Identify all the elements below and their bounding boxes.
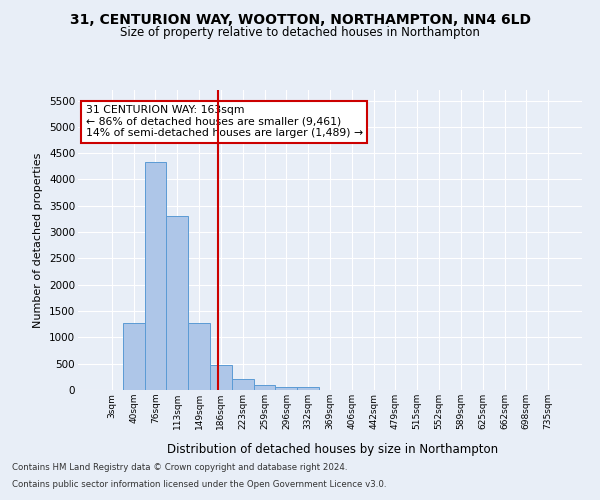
Y-axis label: Number of detached properties: Number of detached properties — [34, 152, 43, 328]
Text: Size of property relative to detached houses in Northampton: Size of property relative to detached ho… — [120, 26, 480, 39]
Bar — [123, 323, 145, 390]
Bar — [145, 162, 166, 390]
Text: 31, CENTURION WAY, WOOTTON, NORTHAMPTON, NN4 6LD: 31, CENTURION WAY, WOOTTON, NORTHAMPTON,… — [70, 12, 530, 26]
Bar — [166, 216, 188, 390]
Text: 31 CENTURION WAY: 163sqm
← 86% of detached houses are smaller (9,461)
14% of sem: 31 CENTURION WAY: 163sqm ← 86% of detach… — [86, 105, 362, 138]
Bar — [210, 364, 232, 390]
Bar — [297, 387, 319, 390]
Text: Distribution of detached houses by size in Northampton: Distribution of detached houses by size … — [167, 442, 499, 456]
Text: Contains HM Land Registry data © Crown copyright and database right 2024.: Contains HM Land Registry data © Crown c… — [12, 464, 347, 472]
Bar — [254, 386, 275, 390]
Bar — [275, 387, 297, 390]
Bar — [232, 378, 254, 390]
Bar — [188, 322, 210, 390]
Text: Contains public sector information licensed under the Open Government Licence v3: Contains public sector information licen… — [12, 480, 386, 489]
